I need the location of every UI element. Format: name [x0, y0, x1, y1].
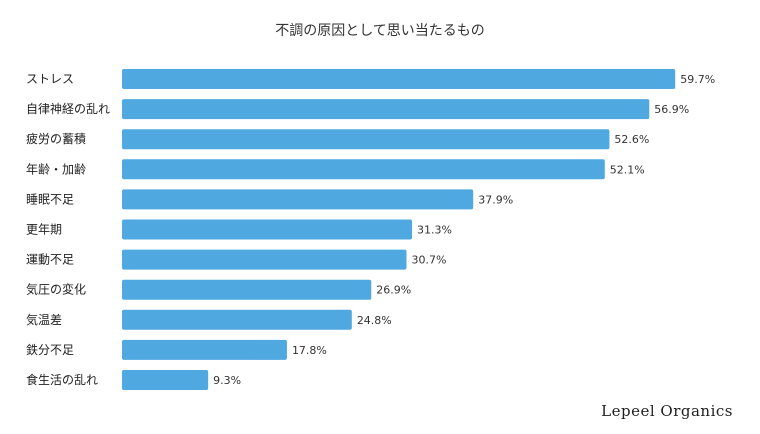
- bar: [122, 159, 605, 180]
- category-label: 疲労の蓄積: [26, 131, 86, 146]
- value-label: 37.9%: [478, 193, 513, 206]
- category-label: 気圧の変化: [26, 282, 86, 297]
- bar: [122, 370, 209, 390]
- bar: [122, 309, 352, 330]
- value-label: 9.3%: [213, 374, 241, 387]
- bar: [122, 249, 407, 270]
- value-label: 52.6%: [614, 133, 649, 146]
- category-label: ストレス: [26, 72, 74, 86]
- value-label: 24.8%: [357, 314, 392, 327]
- value-label: 52.1%: [610, 163, 645, 176]
- bar: [122, 219, 413, 240]
- category-label: 睡眠不足: [26, 192, 74, 206]
- category-label: 年齢・加齢: [26, 161, 86, 176]
- value-label: 17.8%: [292, 344, 327, 357]
- value-label: 31.3%: [417, 224, 452, 237]
- category-label: 気温差: [26, 312, 62, 327]
- bar: [122, 129, 610, 150]
- chart-title: 不調の原因として思い当たるもの: [275, 23, 485, 39]
- bar: [122, 189, 474, 210]
- category-label: 運動不足: [26, 253, 74, 267]
- bar: [122, 69, 676, 89]
- category-label: 鉄分不足: [26, 342, 74, 357]
- value-label: 30.7%: [411, 254, 446, 267]
- category-label: 食生活の乱れ: [26, 372, 98, 387]
- brand-logo: Lepeel Organics: [601, 402, 733, 420]
- bar: [122, 339, 287, 360]
- category-label: 更年期: [26, 223, 62, 237]
- value-label: 59.7%: [680, 73, 715, 86]
- value-label: 56.9%: [654, 103, 689, 116]
- bar: [122, 99, 650, 120]
- category-label: 自律神経の乱れ: [26, 102, 110, 116]
- bar: [122, 279, 372, 300]
- value-label: 26.9%: [376, 284, 411, 297]
